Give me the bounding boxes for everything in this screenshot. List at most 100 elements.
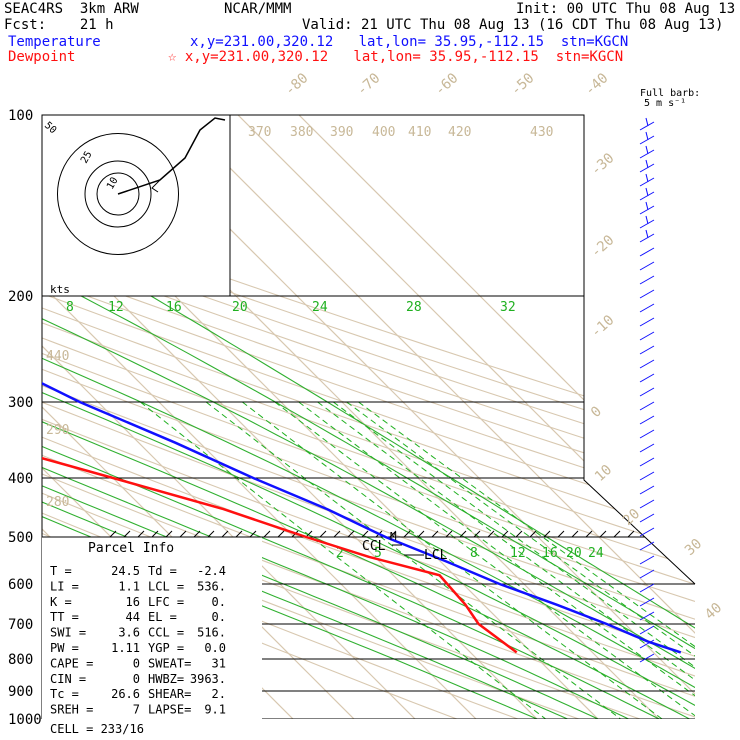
mixing-ratio-label-mid: 20 — [566, 546, 582, 561]
wind-barbs: Full barb:5 m s⁻¹ — [639, 88, 700, 663]
dry-adiabat-line — [42, 115, 695, 719]
isotherm-label: -20 — [588, 232, 618, 261]
parcel-key: LCL = — [148, 579, 184, 593]
hatch-mark — [599, 530, 607, 538]
parcel-value: 0 — [133, 656, 140, 670]
mixing-ratio-line — [241, 401, 663, 719]
mixing-ratio-line — [333, 401, 695, 719]
hodograph-ring-label: 25 — [79, 150, 95, 166]
parcel-key: LAPSE= — [148, 703, 191, 717]
mixing-ratio-label-mid: 16 — [542, 546, 558, 561]
hodograph-ring — [56, 132, 180, 256]
m-label: M — [390, 530, 397, 543]
theta-label: 430 — [530, 125, 553, 140]
wind-barb-staff — [639, 457, 655, 467]
wind-barb-staff — [639, 331, 655, 341]
pressure-label-200: 200 — [8, 289, 33, 305]
hatch-mark — [417, 530, 425, 538]
parcel-value: 0.0 — [204, 641, 226, 655]
ccl-label: CCL — [362, 539, 386, 554]
dry-adiabat-line — [42, 115, 695, 719]
dry-adiabat-line — [42, 115, 695, 719]
wind-barb-staff — [639, 527, 655, 537]
parcel-key: T = — [50, 564, 72, 578]
parcel-cell: CELL = 233/16 — [50, 722, 144, 736]
hatch-mark — [361, 530, 369, 538]
sounding-series — [42, 115, 682, 654]
theta-label: 290 — [46, 423, 69, 438]
hatch-mark — [263, 530, 271, 538]
pressure-label-1000: 1000 — [8, 712, 42, 728]
source-title: NCAR/MMM — [224, 1, 292, 17]
parcel-value: 9.1 — [204, 703, 226, 717]
wind-barb-staff — [639, 149, 655, 159]
dry-adiabat-line — [42, 115, 695, 719]
parcel-key: YGP = — [148, 641, 184, 655]
hatch-mark — [501, 530, 509, 538]
theta-label: 400 — [372, 125, 395, 140]
dry-adiabat-line — [42, 115, 695, 719]
theta-label: 390 — [330, 125, 353, 140]
dry-adiabat-line — [42, 115, 695, 719]
isotherm-line — [176, 115, 695, 719]
hatch-mark — [445, 530, 453, 538]
hatch-mark — [389, 530, 397, 538]
dewpoint-legend-label: Dewpoint — [8, 49, 76, 65]
parcel-value: 31 — [212, 656, 226, 670]
pressure-label-300: 300 — [8, 395, 33, 411]
hatch-mark — [403, 530, 411, 538]
wind-barb-staff — [639, 247, 655, 257]
wind-barb-staff — [639, 499, 655, 509]
wind-barb-flag — [645, 201, 649, 211]
wind-barb-staff — [639, 597, 655, 607]
wind-barb-staff — [639, 541, 655, 551]
parcel-key: CAPE = — [50, 656, 93, 670]
isotherm-line — [42, 115, 538, 719]
pressure-label-600: 600 — [8, 577, 33, 593]
parcel-value: 0 — [133, 672, 140, 686]
hatch-mark — [473, 530, 481, 538]
wind-barb-staff — [639, 555, 655, 565]
hatch-mark — [333, 530, 341, 538]
mixing-ratio-label-mid: 12 — [510, 546, 526, 561]
pressure-label-900: 900 — [8, 684, 33, 700]
wind-barb-flag — [645, 187, 649, 197]
hodograph-ring — [84, 160, 152, 228]
isotherm-line — [298, 115, 695, 719]
hodograph-trace — [117, 117, 226, 195]
mixing-ratio-label-mid: 5 — [374, 546, 382, 561]
isotherm-label: -30 — [588, 150, 618, 179]
parcel-value: -2.4 — [197, 564, 226, 578]
sounding-annotations: CCL M LCL — [362, 530, 448, 563]
isotherm-line — [54, 115, 660, 719]
isotherm-label: 20 — [620, 506, 643, 529]
wind-barb-staff — [639, 233, 655, 243]
mixing-ratio-lines — [139, 401, 695, 719]
hatch-mark — [557, 530, 565, 538]
hatch-mark — [627, 530, 635, 538]
barb-legend-units: 5 m s⁻¹ — [644, 98, 686, 109]
frame-border — [41, 114, 696, 719]
wind-barb-staff — [639, 653, 655, 663]
parcel-key: K = — [50, 595, 72, 609]
parcel-key: SWI = — [50, 626, 86, 640]
mixing-ratio-line — [274, 401, 695, 719]
mixing-ratio-label-mid: 24 — [588, 546, 604, 561]
hatch-mark — [347, 530, 355, 538]
hatch-mark — [109, 530, 117, 538]
wind-barb-staff — [639, 219, 655, 229]
parcel-value: 7 — [133, 703, 140, 717]
wind-barb-staff — [639, 135, 655, 145]
hatch-mark — [123, 530, 131, 538]
parcel-key: SWEAT= — [148, 656, 191, 670]
wind-barb-flag — [645, 145, 649, 155]
hatch-mark — [179, 530, 187, 538]
pressure-label-800: 800 — [8, 652, 33, 668]
mixing-ratio-label-top: 16 — [166, 300, 182, 315]
parcel-key: PW = — [50, 641, 79, 655]
pressure-label-500: 500 — [8, 530, 33, 546]
wind-barb-staff — [639, 359, 655, 369]
hatch-mark — [137, 530, 145, 538]
